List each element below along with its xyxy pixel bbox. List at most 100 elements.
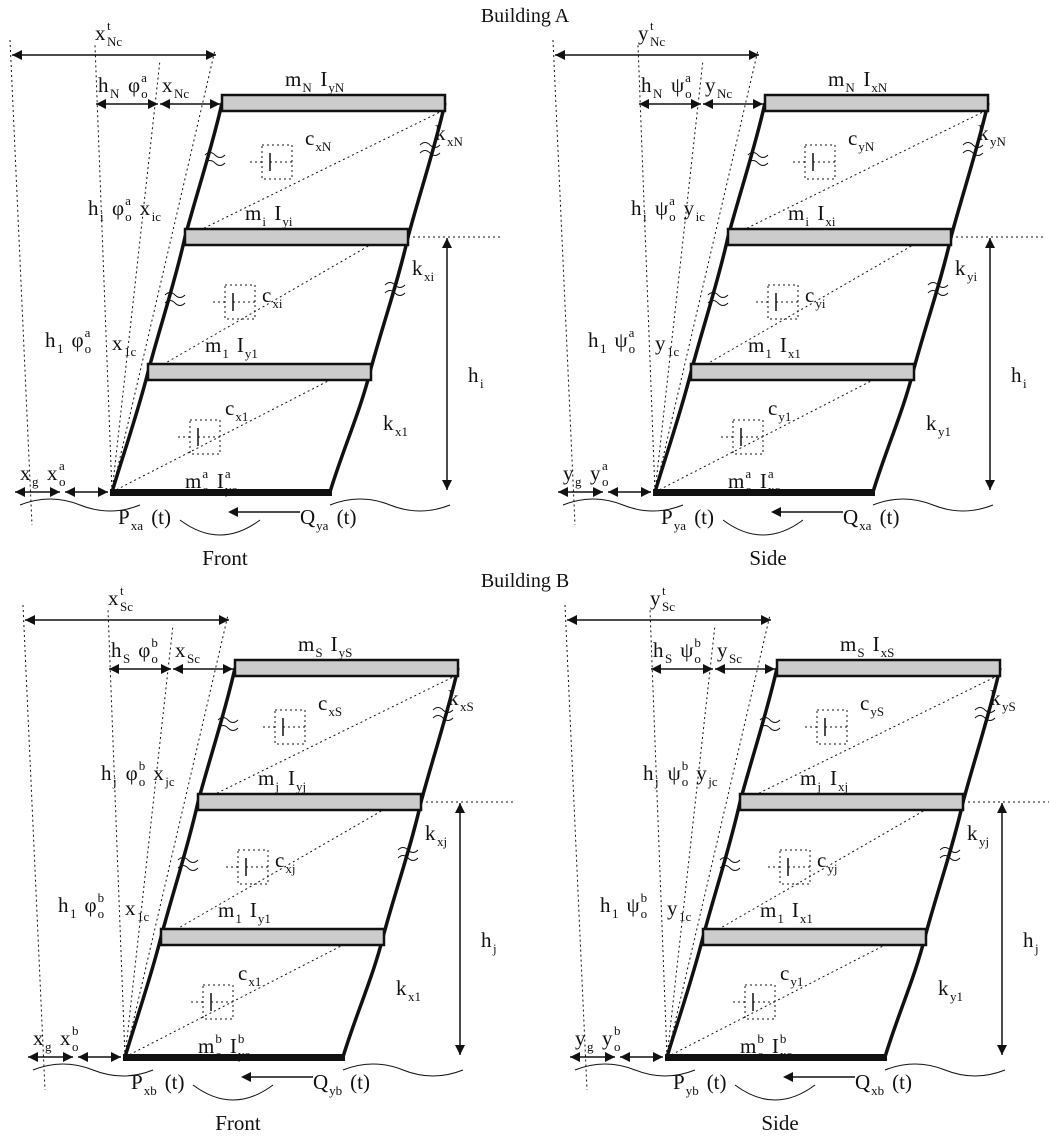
caption: Side [749,546,786,570]
caption: Side [761,1111,798,1135]
arrow-head [442,480,452,490]
label-sub: yS [870,704,884,719]
arrow-head [12,50,22,60]
panel: yNcthNψoayNcmNIxNcyNkyNhiψoayicmiIxicyik… [553,18,1043,570]
label: I [817,201,824,225]
label: I [331,632,338,656]
label-sub: o [641,906,648,921]
label: I [288,766,295,790]
label: k [938,976,949,1000]
label: c [305,126,314,150]
label-sub: o [757,1047,764,1062]
arrow-head [98,487,108,497]
label: h [101,761,112,785]
arrow-head [771,507,781,517]
label-sub: j [816,779,821,794]
label: y [563,461,574,485]
label: m [298,632,314,656]
line [565,605,587,1090]
label-sub: y1 [938,424,951,439]
label: c [848,126,857,150]
label-sub: ic [152,209,162,224]
label: h [600,893,611,917]
slab [703,929,926,945]
label-sub: S [315,645,322,660]
label: m [788,201,804,225]
label: y [717,638,728,662]
label-sub: jc [164,774,175,789]
label-sub: y1 [778,409,791,424]
rotation [723,520,803,535]
slab [148,364,371,380]
label: h [88,196,99,220]
label-sub: xa [131,518,144,533]
label: h [631,196,642,220]
label: ψ [627,893,640,917]
label: x [175,638,186,662]
label-sub: y1 [950,989,963,1004]
label: c [768,396,777,420]
label-sub: i [480,376,484,391]
label-sub: yi [967,269,978,284]
label: k [990,686,1001,710]
label: x [108,586,119,610]
label-sup: b [780,1031,787,1046]
label-sub: 1 [777,911,784,926]
label-sub: i [1023,376,1027,391]
label-sup: t [650,18,654,33]
arrow-head [111,1052,121,1062]
label-sup: a [685,70,691,85]
label: I [830,766,837,790]
label: ψ [680,638,693,662]
label-sub: xS [328,704,342,719]
label-sub: o [694,651,701,666]
label-sub: j [1034,941,1039,956]
label-sup: a [768,466,774,481]
label: c [238,961,247,985]
label-sup: a [125,193,131,208]
label-sub: o [151,651,158,666]
label: m [728,469,744,493]
label-sub: 1 [70,906,77,921]
label: I [873,632,880,656]
label: y [602,1026,613,1050]
label: m [828,67,844,91]
line [112,50,215,492]
line [163,810,383,937]
label: h [653,638,664,662]
label: k [425,821,436,845]
column [655,103,765,492]
label: y [655,331,666,355]
label-sub: yN [990,134,1007,149]
label: y [650,586,661,610]
arrow-head [985,238,995,248]
label: Q [855,1070,870,1094]
label: x [47,461,58,485]
line [655,50,758,492]
label-sup: a [629,325,635,340]
label-sub: N [110,86,120,101]
label: x [140,196,151,220]
label-sub: xj [838,779,848,794]
label-sup: b [757,1031,764,1046]
arrow-head [160,99,170,109]
slab [235,660,458,676]
label-sub: yj [296,779,306,794]
label-sub: yb [329,1083,342,1098]
label-sub: S [123,651,130,666]
label-sub: N [302,80,312,95]
label-sub: x1 [248,974,261,989]
column [125,668,235,1057]
label: (t) [694,505,714,529]
label-sub: j [492,941,497,956]
label: I [230,1034,237,1058]
label-sub: ya [674,518,687,533]
label-sub: y1 [790,974,803,989]
label: m [800,766,816,790]
label: Q [313,1070,328,1094]
label-sup: t [120,583,124,598]
arrow-head [25,615,35,625]
label: h [111,638,122,662]
arrow-head [228,507,238,517]
label: x [162,73,173,97]
